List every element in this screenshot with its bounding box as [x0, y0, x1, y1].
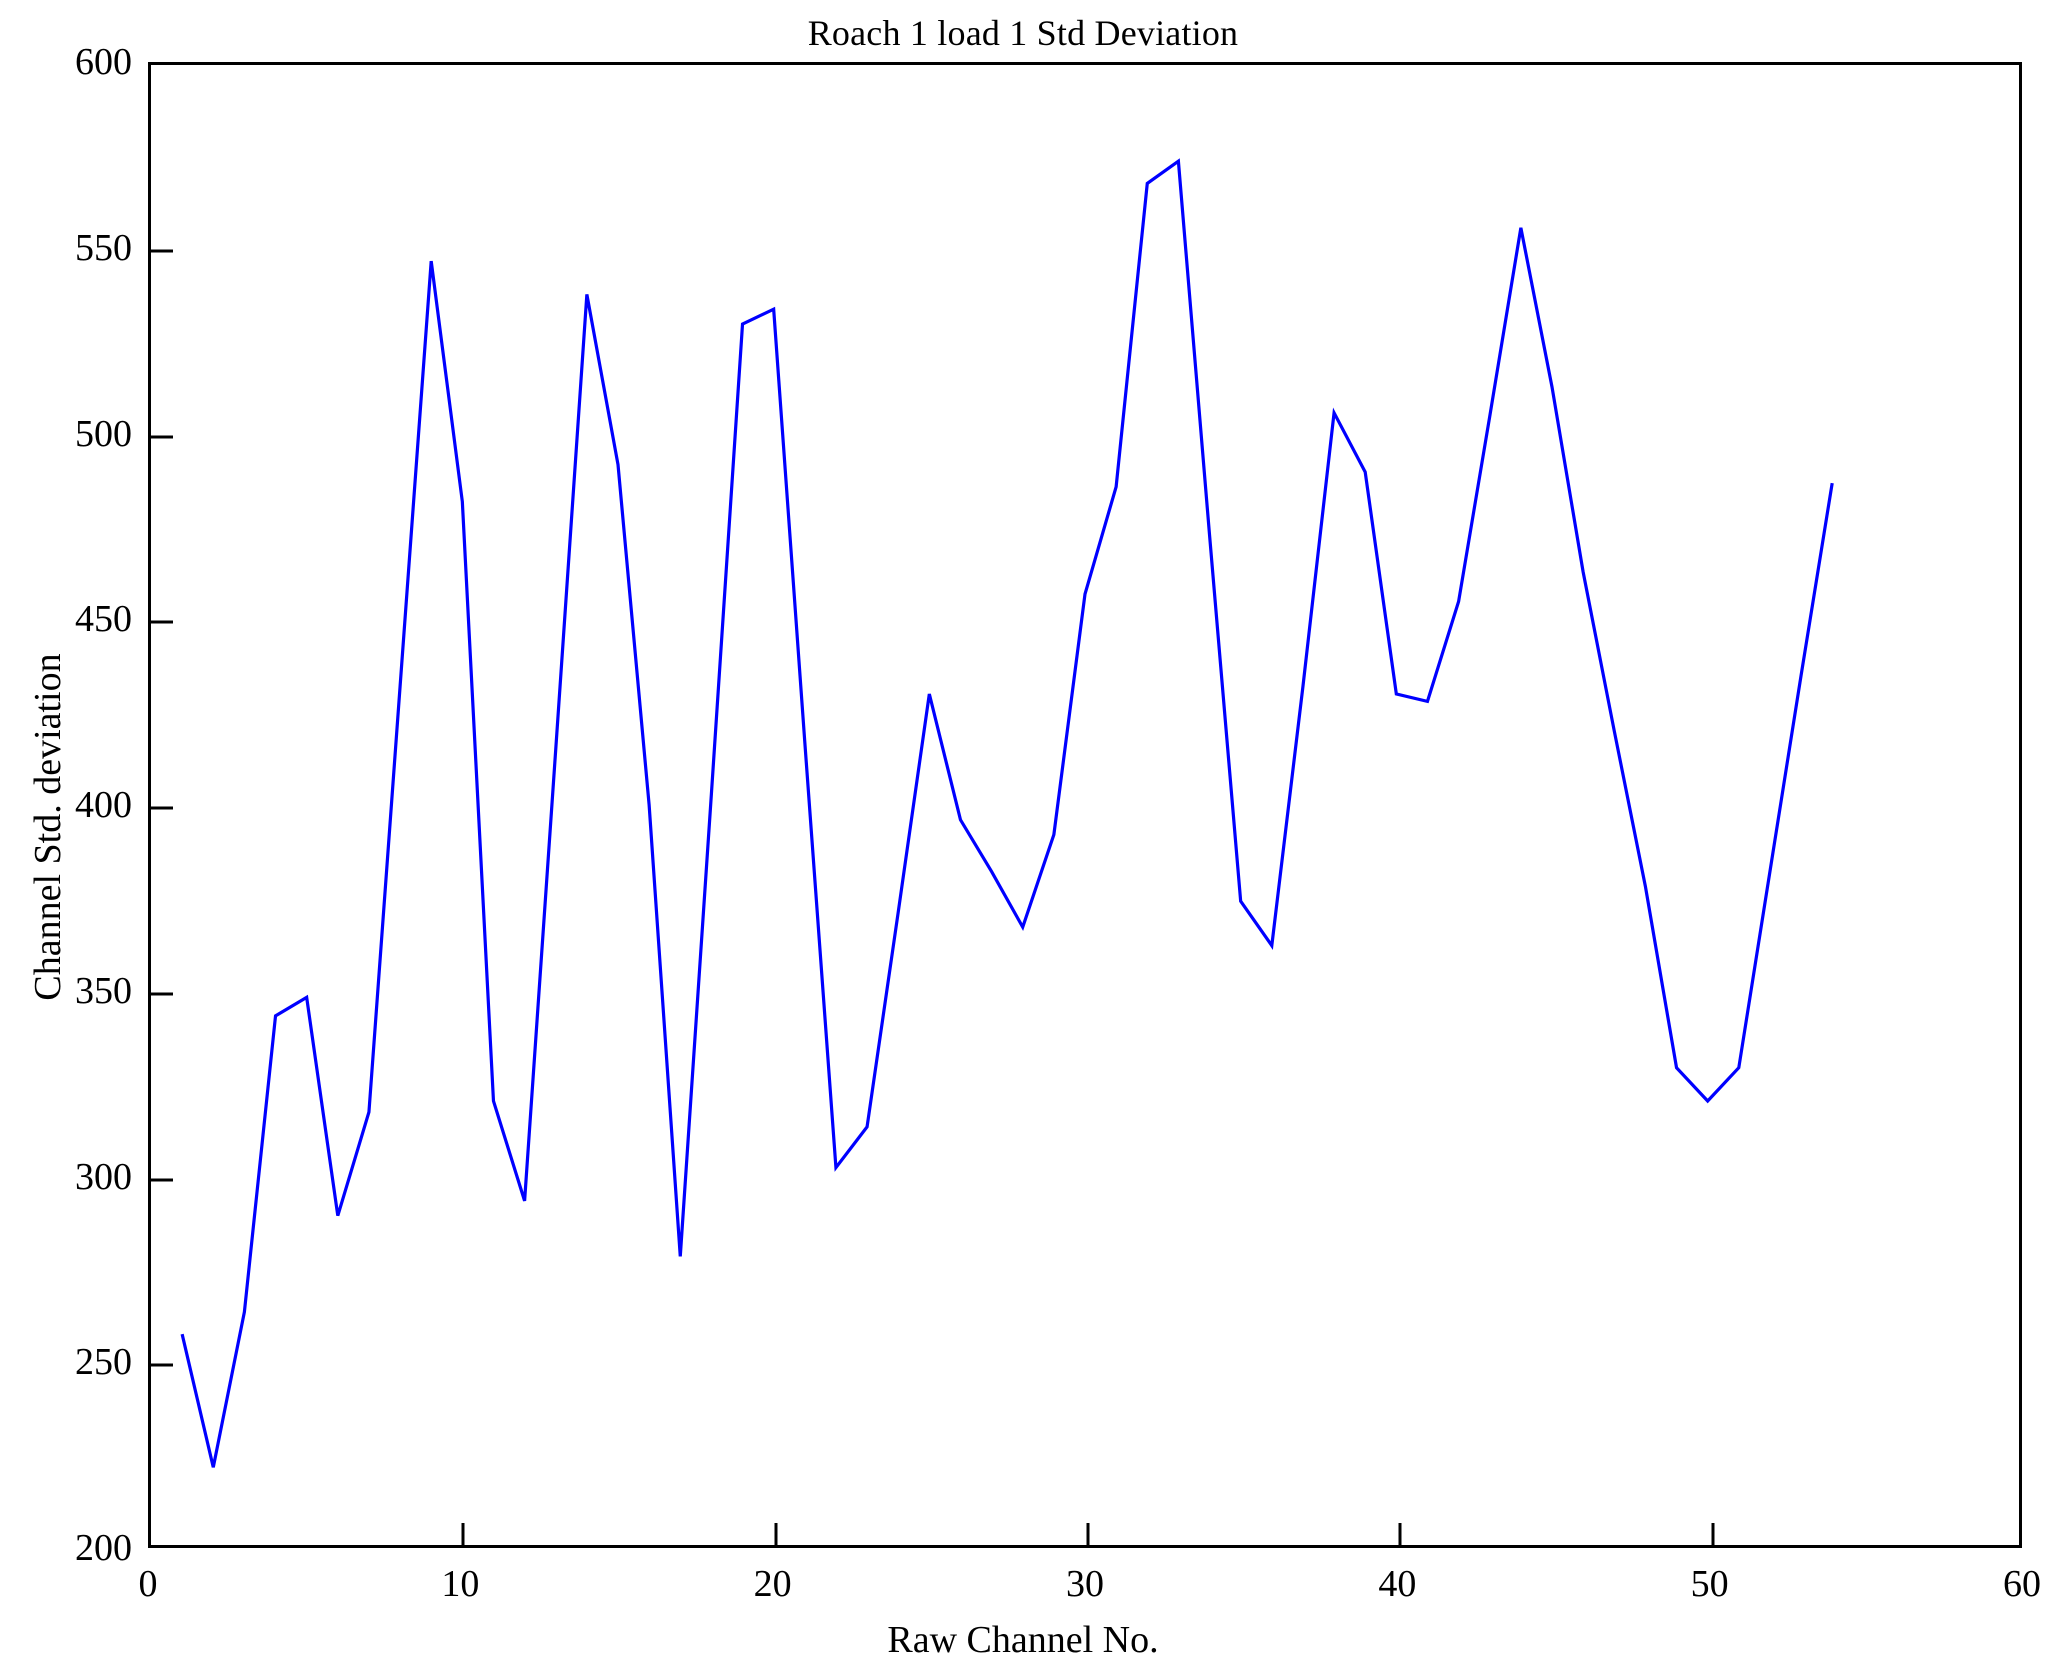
y-tickmark [151, 1363, 173, 1367]
y-tickmark [151, 1178, 173, 1181]
y-tick-label: 450 [75, 598, 132, 641]
x-tick-label: 10 [441, 1563, 480, 1605]
plot-area [148, 62, 2022, 1548]
y-tick-label: 550 [75, 226, 132, 269]
x-tickmark [1398, 1523, 1402, 1545]
y-tick-label: 350 [75, 969, 132, 1012]
x-tickmark [461, 1523, 465, 1545]
x-tick-label: 40 [1378, 1563, 1417, 1605]
x-tick-label: 60 [2003, 1563, 2041, 1605]
y-tick-label: 200 [75, 1527, 132, 1569]
y-tickmark [151, 249, 173, 253]
y-tick-label: 500 [75, 412, 132, 455]
y-tick-label: 600 [75, 41, 132, 83]
x-tick-label: 0 [138, 1563, 158, 1605]
x-axis-label: Raw Channel No. [887, 1619, 1159, 1661]
y-tick-label: 300 [75, 1155, 132, 1198]
y-tick-label: 400 [75, 784, 132, 826]
y-tickmark [151, 806, 173, 810]
y-tickmark [151, 435, 173, 438]
chart-title: Roach 1 load 1 Std Deviation [807, 13, 1239, 53]
x-tickmark [1086, 1523, 1090, 1545]
y-tickmark [151, 620, 173, 624]
x-tickmark [1711, 1523, 1715, 1545]
y-axis-label: Channel Std. deviation [27, 653, 69, 1001]
x-tick-label: 30 [1066, 1563, 1104, 1605]
y-tickmark [151, 992, 173, 996]
x-tick-label: 20 [753, 1563, 792, 1605]
y-tick-label: 250 [75, 1341, 132, 1384]
x-tickmark [774, 1523, 778, 1545]
x-tick-label: 50 [1690, 1563, 1729, 1605]
data-series-line [151, 65, 2019, 1545]
